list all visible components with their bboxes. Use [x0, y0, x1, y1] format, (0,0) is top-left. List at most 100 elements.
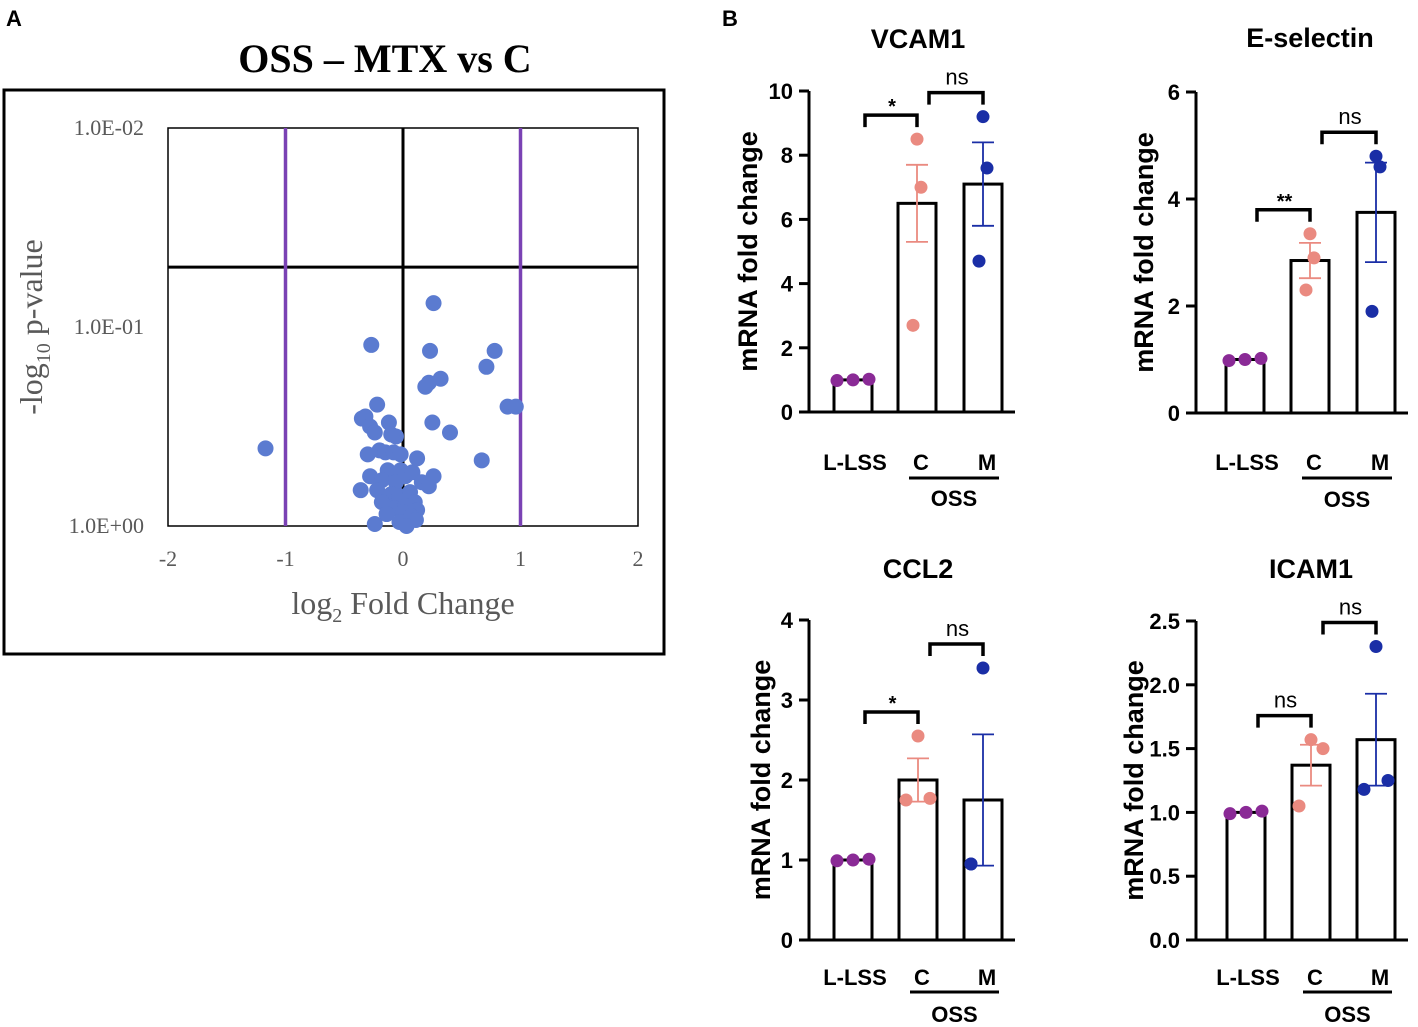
category-label: C — [913, 450, 929, 475]
data-point — [906, 318, 920, 332]
y-axis-label-rest: p-value — [13, 239, 49, 343]
volcano-point — [366, 516, 383, 533]
data-point — [846, 853, 860, 867]
data-point — [1299, 283, 1313, 297]
data-point — [1238, 353, 1252, 366]
chart-title: ICAM1 — [1269, 554, 1353, 584]
x-axis-label-subscript: 2 — [332, 605, 342, 627]
x-axis-label: log2 Fold Change — [291, 585, 514, 627]
y-tick-label: 6 — [1168, 80, 1180, 105]
bar — [1290, 763, 1332, 942]
category-label: M — [978, 450, 996, 475]
category-label: M — [1371, 965, 1389, 990]
bar — [1355, 738, 1397, 942]
volcano-point — [417, 378, 434, 395]
volcano-point — [442, 424, 458, 441]
data-point — [976, 110, 990, 124]
volcano-point — [424, 414, 441, 431]
y-tick-label: 1.0E+00 — [69, 513, 144, 538]
significance-label: ** — [1277, 191, 1293, 213]
category-label: C — [1307, 965, 1323, 990]
significance-bracket — [863, 113, 919, 128]
bar — [1225, 810, 1267, 942]
volcano-point — [507, 398, 524, 415]
volcano-outer-frame — [2, 88, 666, 656]
volcano-point — [404, 464, 421, 481]
y-axis-label: mRNA fold change — [746, 660, 776, 901]
x-axis-label-rest: Fold Change — [342, 585, 514, 621]
y-tick-label: 0.0 — [1149, 928, 1180, 953]
data-point — [1223, 807, 1237, 821]
y-tick-label: 1.5 — [1149, 737, 1180, 762]
y-tick-label: 4 — [781, 608, 794, 633]
bar-chart-vcam1: VCAM1 0 2 4 6 8 10 mRNA fold change * ns L-LSS C MOS… — [733, 24, 1015, 511]
data-point — [964, 857, 978, 871]
data-point — [1304, 733, 1318, 747]
y-axis-label-subscript: 10 — [33, 343, 55, 363]
volcano-point — [378, 506, 395, 523]
y-tick-label: 2 — [1168, 294, 1180, 319]
y-tick-label: 8 — [781, 143, 793, 168]
significance-bracket — [1321, 620, 1378, 635]
bar — [1289, 259, 1331, 415]
volcano-point — [366, 424, 383, 441]
chart-title: VCAM1 — [871, 24, 966, 54]
data-point — [1254, 351, 1268, 365]
y-tick-label: 3 — [781, 688, 793, 713]
group-label: OSS — [1324, 487, 1370, 512]
category-label: M — [1371, 450, 1389, 475]
y-tick-label: 6 — [781, 207, 793, 232]
y-axis-label: -log10 p-value — [13, 239, 55, 415]
volcano-point — [392, 446, 409, 463]
y-tick-label: 1 — [781, 848, 793, 873]
bar-chart-eselectin: E-selectin 0 2 4 6 mRNA fold change ** ns L-LSS C… — [1129, 23, 1408, 512]
x-axis-label-main: log — [291, 585, 332, 621]
volcano-title: OSS – MTX vs C — [238, 36, 531, 81]
data-point — [862, 852, 876, 866]
y-tick-label: 4 — [1168, 187, 1181, 212]
volcano-point — [486, 342, 503, 359]
bar-chart-icam1: ICAM1 0.0 0.5 1.0 1.5 2.0 2.5 mRNA fold change n… — [1119, 554, 1408, 1027]
volcano-point — [473, 452, 490, 469]
data-point — [1357, 782, 1371, 796]
category-label: L-LSS — [1216, 965, 1280, 990]
data-point — [914, 180, 928, 194]
data-point — [923, 791, 937, 805]
data-point — [1255, 804, 1269, 818]
x-tick-label: 0 — [398, 546, 409, 571]
significance-label: ns — [1339, 595, 1362, 620]
data-point — [846, 373, 860, 387]
data-point — [972, 254, 986, 268]
data-point — [910, 132, 924, 146]
group-label: OSS — [1324, 1002, 1370, 1027]
y-tick-label: 0 — [781, 928, 793, 953]
y-tick-label: 1.0 — [1149, 800, 1180, 825]
data-point — [1303, 227, 1317, 241]
data-point — [899, 793, 913, 807]
data-point — [862, 372, 876, 386]
category-label: C — [1306, 450, 1322, 475]
y-axis-label-main: -log — [13, 363, 49, 415]
y-axis-label: mRNA fold change — [1119, 660, 1149, 901]
significance-label: ns — [1274, 688, 1297, 713]
data-point — [1222, 354, 1236, 368]
y-tick-label: 4 — [781, 272, 794, 297]
category-label: M — [978, 965, 996, 990]
y-tick-label: 0.5 — [1149, 864, 1180, 889]
data-point — [1369, 149, 1383, 163]
volcano-point — [409, 450, 426, 467]
volcano-point — [363, 336, 380, 353]
significance-bracket — [928, 642, 985, 656]
panel-label-a: A — [6, 6, 22, 31]
category-label: L-LSS — [823, 450, 887, 475]
y-tick-label: 1.0E-01 — [74, 314, 144, 339]
data-point — [1369, 640, 1383, 654]
chart-title: CCL2 — [883, 554, 954, 584]
chart-title: E-selectin — [1246, 23, 1374, 53]
data-point — [1381, 774, 1395, 787]
significance-bracket — [1320, 130, 1378, 145]
y-axis-label: mRNA fold change — [1129, 132, 1159, 373]
bar — [832, 858, 874, 942]
